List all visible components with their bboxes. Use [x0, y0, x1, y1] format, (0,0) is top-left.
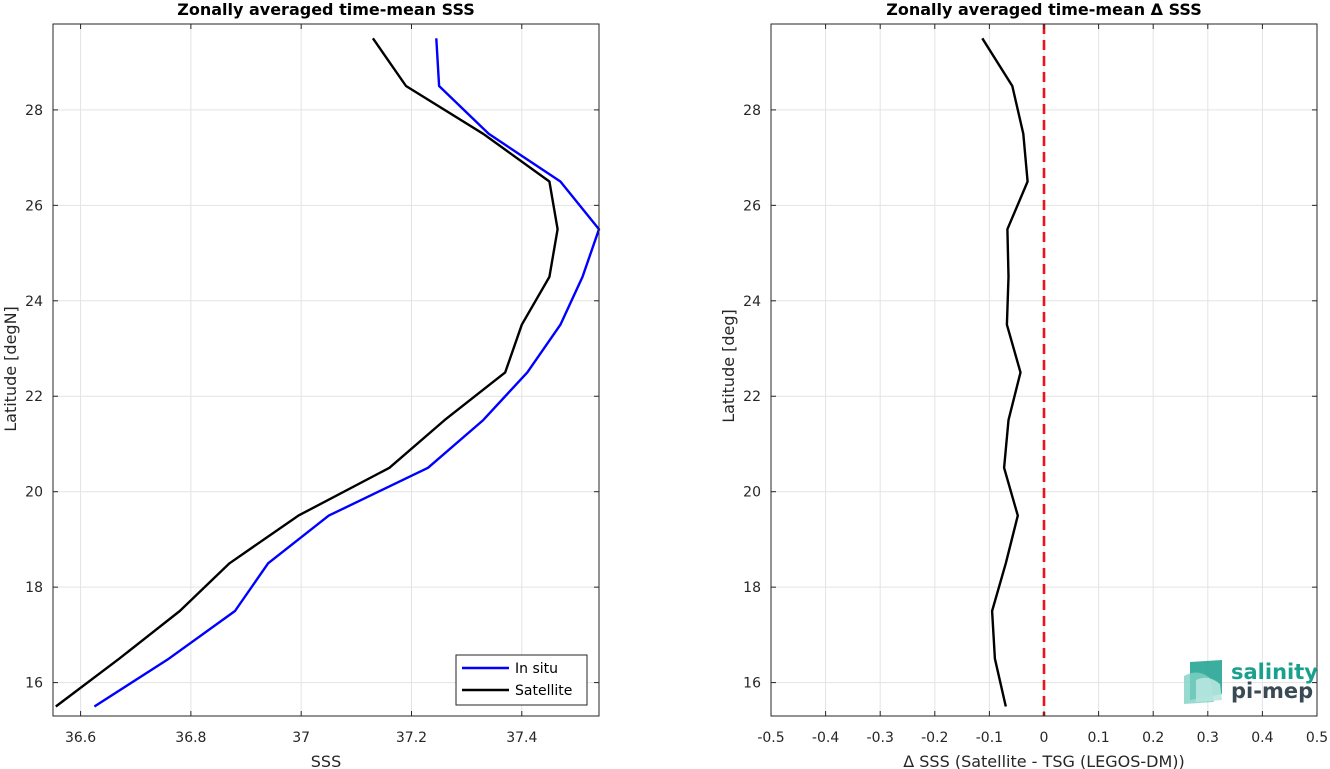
x-tick-label: 0.3	[1197, 730, 1219, 746]
y-tick-label: 16	[743, 676, 761, 692]
legend-label-in-situ: In situ	[515, 661, 558, 677]
x-tick-label: 37.2	[396, 730, 427, 746]
grid-lines-sss	[53, 24, 599, 716]
y-axis-label-sss: Latitude [degN]	[1, 306, 20, 432]
x-tick-label: -0.2	[921, 730, 948, 746]
x-tick-label: -0.4	[812, 730, 839, 746]
x-tick-label: 0.5	[1306, 730, 1328, 746]
y-tick-label: 18	[25, 580, 43, 596]
series-group-delta-sss	[981, 37, 1029, 707]
wave-logo-icon	[1184, 660, 1222, 704]
y-tick-label: 26	[743, 198, 761, 214]
legend-box	[455, 654, 588, 706]
legend: In situ Satellite	[455, 654, 588, 706]
tick-labels-sss: 36.6 36.8 37 37.2 37.4 16 18 20 22 24 26 28	[25, 24, 599, 746]
y-tick-label: 22	[25, 389, 43, 405]
series-group-sss	[55, 37, 601, 708]
series-line-satellite	[55, 37, 559, 708]
x-tick-label: -0.3	[867, 730, 894, 746]
x-tick-label: -0.1	[976, 730, 1003, 746]
y-tick-label: 28	[743, 103, 761, 119]
y-tick-label: 24	[743, 294, 761, 310]
y-tick-label: 20	[743, 485, 761, 501]
logo-text-pi-mep: pi-mep	[1231, 679, 1313, 703]
series-line-delta-sss	[981, 37, 1029, 707]
plot-frame-delta-sss	[770, 23, 1318, 717]
x-tick-label: -0.5	[757, 730, 784, 746]
y-axis-label-delta-sss: Latitude [deg]	[719, 309, 738, 423]
y-tick-label: 22	[743, 389, 761, 405]
y-tick-label: 24	[25, 294, 43, 310]
x-axis-label-sss: SSS	[311, 752, 341, 769]
y-tick-label: 26	[25, 198, 43, 214]
x-tick-label: 37.4	[506, 730, 537, 746]
plot-frame-sss	[52, 23, 600, 717]
series-line-in-situ	[93, 38, 601, 708]
x-axis-label-delta-sss: Δ SSS (Satellite - TSG (LEGOS-DM))	[903, 752, 1185, 769]
tick-labels-delta-sss: -0.5 -0.4 -0.3 -0.2 -0.1 0 0.1 0.2 0.3 0.4 0.5 16 18…	[743, 24, 1328, 746]
x-tick-label: 0.1	[1087, 730, 1109, 746]
logo-text-salinity: salinity	[1231, 660, 1318, 684]
chart-title-sss: Zonally averaged time-mean SSS	[177, 0, 475, 19]
y-tick-label: 20	[25, 485, 43, 501]
x-tick-label: 37	[292, 730, 310, 746]
x-tick-label: 0.2	[1142, 730, 1164, 746]
chart-title-delta-sss: Zonally averaged time-mean Δ SSS	[886, 0, 1202, 19]
salinity-pi-mep-logo: salinity pi-mep	[1184, 660, 1318, 704]
x-tick-label: 36.8	[175, 730, 206, 746]
chart-panel-delta-sss: Zonally averaged time-mean Δ SSS Δ SSS (…	[719, 0, 1328, 769]
x-tick-label: 0.4	[1251, 730, 1273, 746]
x-tick-label: 0	[1040, 730, 1049, 746]
y-tick-label: 18	[743, 580, 761, 596]
y-tick-label: 16	[25, 676, 43, 692]
x-tick-label: 36.6	[65, 730, 96, 746]
y-tick-label: 28	[25, 103, 43, 119]
legend-label-satellite: Satellite	[515, 683, 572, 699]
chart-panel-sss: Zonally averaged time-mean SSS SSS Latit…	[1, 0, 601, 769]
